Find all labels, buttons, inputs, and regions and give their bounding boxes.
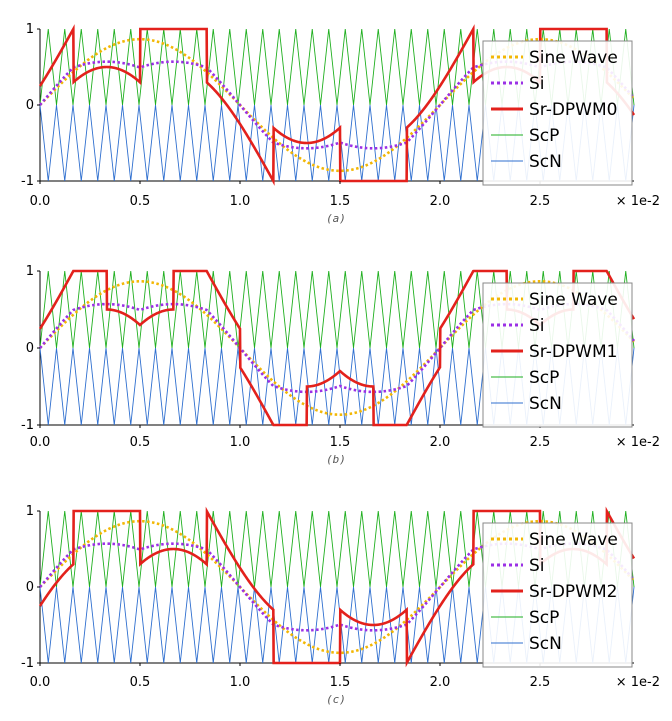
x-tick-label: 2.0 [430, 435, 451, 450]
panel-caption: (b) [326, 453, 346, 466]
legend-label: Sr-DPWM2 [529, 582, 617, 602]
x-tick-label: 0.5 [130, 675, 151, 690]
legend-label: Sr-DPWM0 [529, 100, 617, 120]
x-tick-label: 1.5 [330, 675, 351, 690]
x-tick-label: 1.5 [330, 194, 351, 209]
x-tick-label: 2.0 [430, 194, 451, 209]
x-tick-label: 2.5 [530, 675, 551, 690]
x-scale-label: × 1e-2 [616, 675, 660, 690]
y-tick-label: -1 [21, 174, 34, 189]
x-scale-label: × 1e-2 [616, 194, 660, 209]
x-tick-label: 2.0 [430, 675, 451, 690]
x-tick-label: 1.5 [330, 435, 351, 450]
panel-caption: (a) [326, 212, 346, 225]
x-scale-label: × 1e-2 [616, 435, 660, 450]
legend-label: Sine Wave [529, 48, 618, 68]
x-tick-label: 0.5 [130, 435, 151, 450]
y-tick-label: 1 [26, 504, 34, 519]
series-line-sine [39, 280, 635, 416]
legend-label: Sr-DPWM1 [529, 342, 617, 362]
legend-label: Si [529, 74, 545, 94]
x-tick-label: 1.0 [230, 435, 251, 450]
y-tick-label: -1 [21, 418, 34, 433]
legend-label: ScN [529, 152, 562, 172]
legend-label: ScP [529, 608, 559, 628]
y-tick-label: 0 [26, 580, 34, 595]
y-tick-label: -1 [21, 656, 34, 671]
x-tick-label: 0.0 [30, 675, 51, 690]
x-tick-label: 1.0 [230, 194, 251, 209]
legend-label: Sine Wave [529, 530, 618, 550]
legend-label: Si [529, 556, 545, 576]
legend-label: ScP [529, 368, 559, 388]
y-tick-label: 1 [26, 264, 34, 279]
x-tick-label: 0.0 [30, 194, 51, 209]
x-tick-label: 0.5 [130, 194, 151, 209]
y-tick-label: 0 [26, 341, 34, 356]
legend-label: ScP [529, 126, 559, 146]
panel-caption: (c) [326, 693, 346, 706]
y-tick-label: 0 [26, 98, 34, 113]
legend-label: Sine Wave [529, 290, 618, 310]
x-tick-label: 0.0 [30, 435, 51, 450]
x-tick-label: 2.5 [530, 435, 551, 450]
y-tick-label: 1 [26, 22, 34, 37]
chart-panel-3: 1 0 -1 0.0 0.5 1.0 1.5 2.0 2.5 × 1e-2 Sine Wave Si S… [21, 504, 660, 706]
x-tick-label: 1.0 [230, 675, 251, 690]
series-line-sr [38, 506, 636, 668]
x-tick-label: 2.5 [530, 194, 551, 209]
legend-label: ScN [529, 394, 562, 414]
chart-panel-1: 1 0 -1 0.0 0.5 1.0 1.5 2.0 2.5 × 1e-2 Sine Wave Si S… [21, 22, 660, 225]
legend-label: ScN [529, 634, 562, 654]
legend-label: Si [529, 316, 545, 336]
chart-panel-2: 1 0 -1 0.0 0.5 1.0 1.5 2.0 2.5 × 1e-2 Sine Wave Si S… [21, 264, 660, 466]
